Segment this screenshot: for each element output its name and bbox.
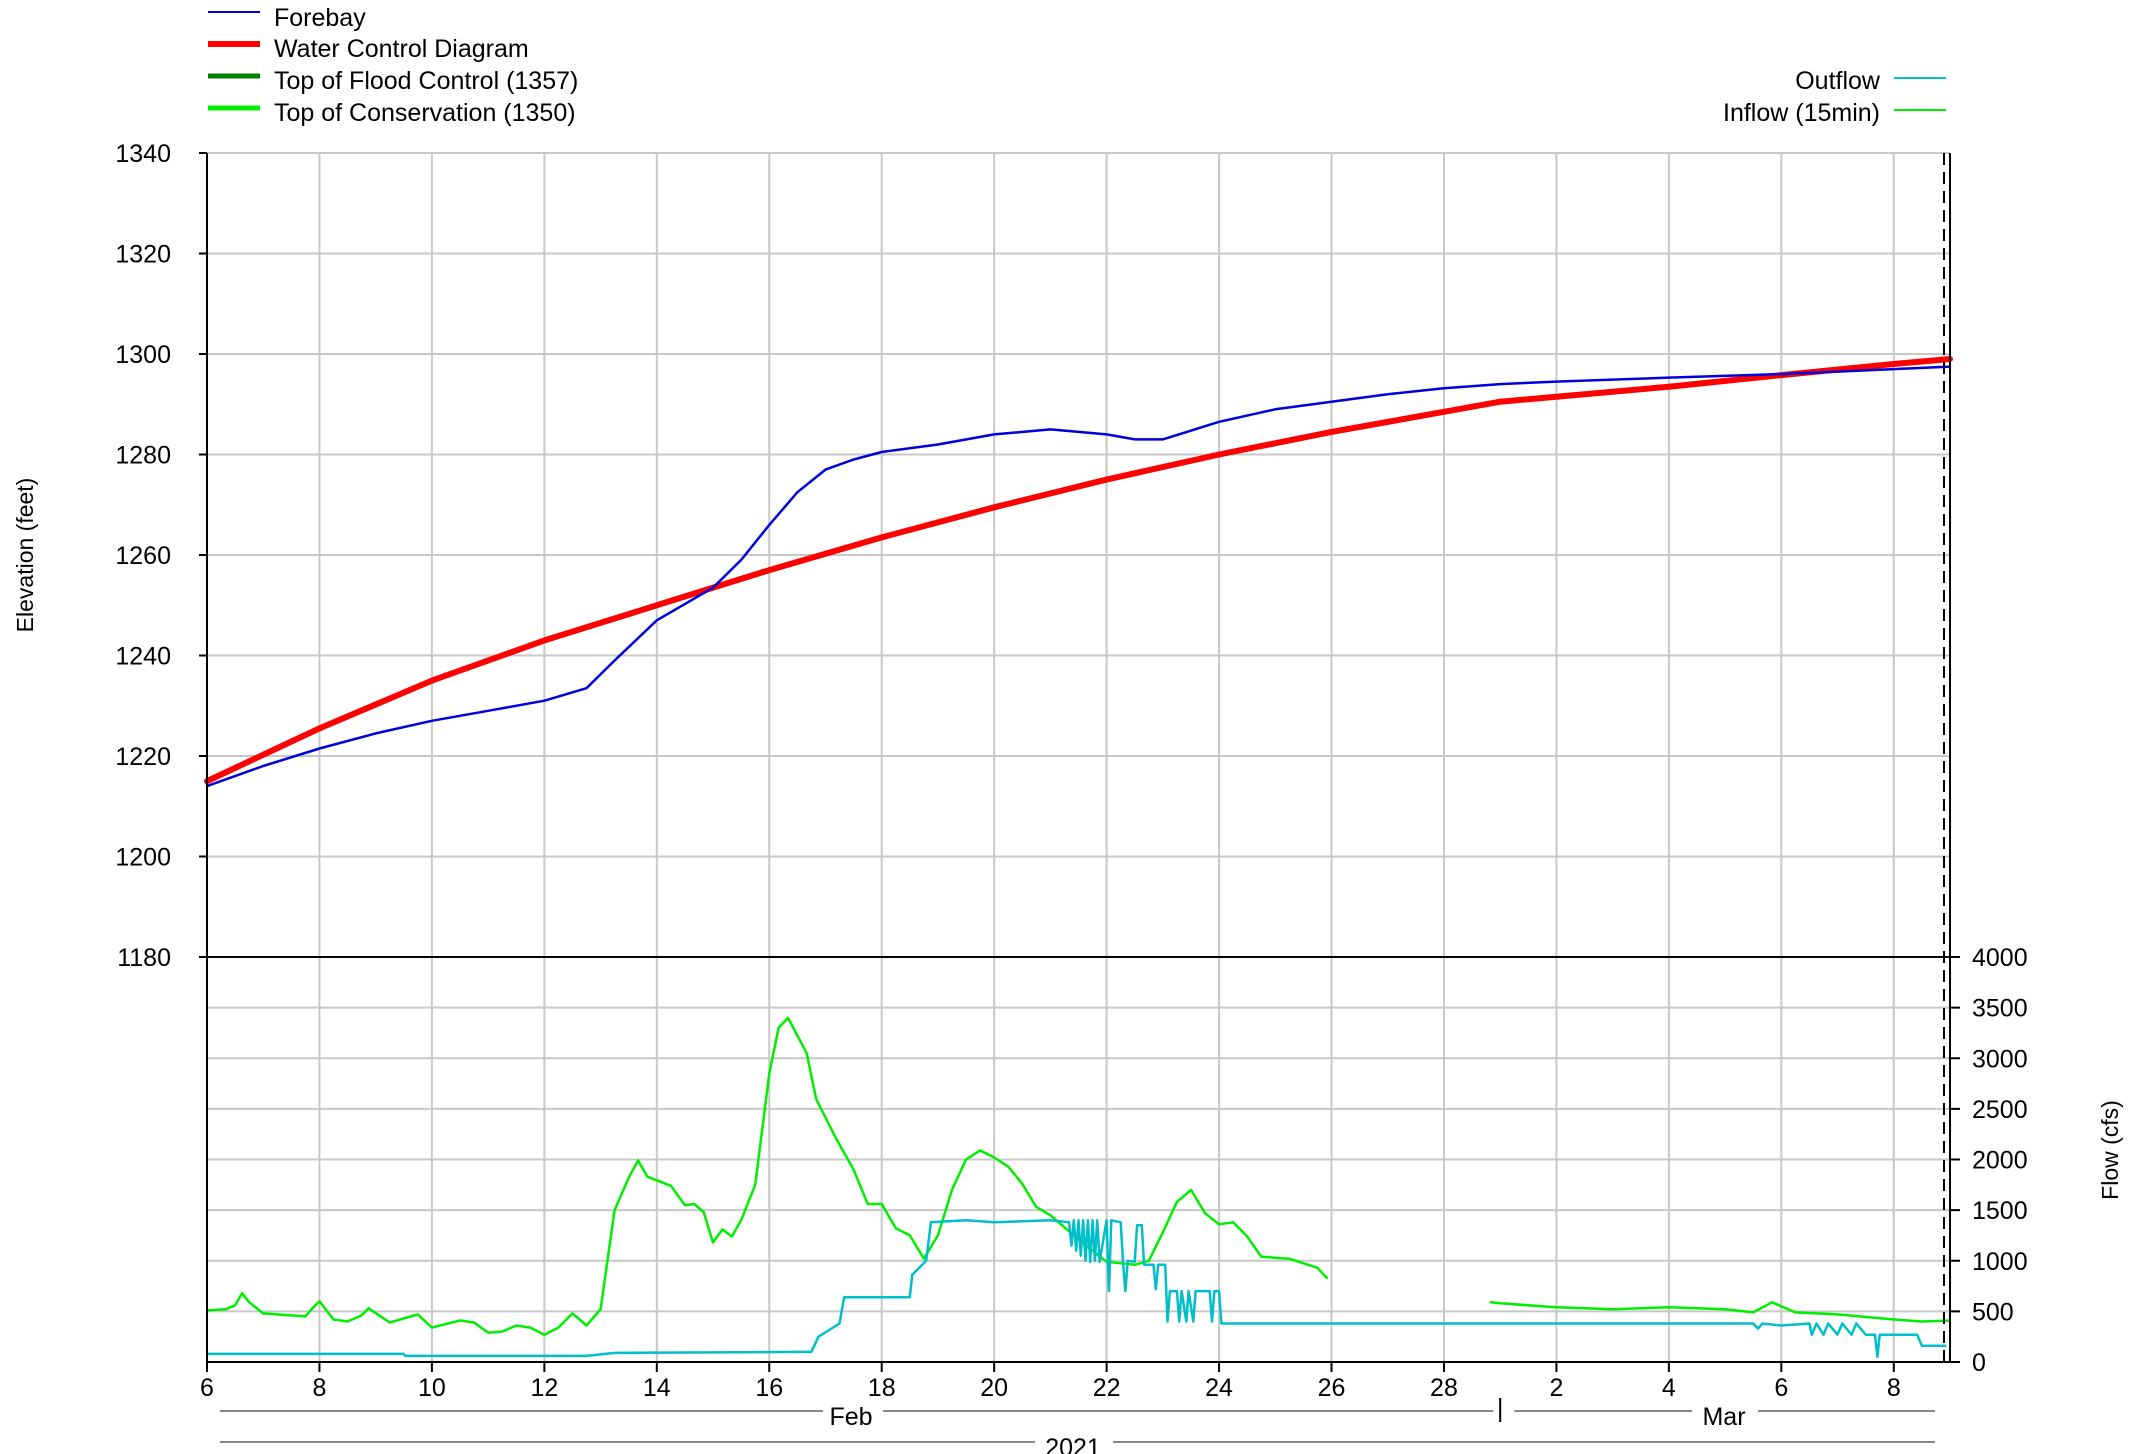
elev-tick-label-8: 1340 — [115, 140, 171, 168]
flow-tick-label-6: 3000 — [1972, 1045, 2028, 1073]
x-tick-label-15: 8 — [1887, 1374, 1901, 1402]
elev-tick-label-4: 1260 — [115, 542, 171, 570]
legend-label-water-control: Water Control Diagram — [274, 35, 529, 63]
elev-tick-label-3: 1240 — [115, 643, 171, 671]
elev-tick-label-5: 1280 — [115, 442, 171, 470]
series-outflow — [205, 1219, 1947, 1359]
x-tick-label-13: 4 — [1662, 1374, 1676, 1402]
plot-frames — [199, 152, 1960, 1443]
legend-label-inflow: Inflow (15min) — [1723, 99, 1880, 127]
month-label-feb: Feb — [829, 1403, 872, 1431]
legend-right: Outflow Inflow (15min) — [1723, 67, 1946, 127]
elev-tick-label-1: 1200 — [115, 844, 171, 872]
tick-labels: 6 8 10 12 14 16 18 20 22 24 26 28 2 4 6 811801200122012… — [115, 140, 2027, 1402]
elevation-axis-title: Elevation (feet) — [12, 478, 38, 633]
month-label-mar: Mar — [1702, 1403, 1745, 1431]
x-tick-label-6: 18 — [868, 1374, 896, 1402]
legend-left: Forebay Water Control Diagram Top of Flo… — [208, 4, 578, 127]
legend-label-forebay: Forebay — [274, 4, 366, 32]
x-tick-label-1: 8 — [312, 1374, 326, 1402]
x-tick-label-8: 22 — [1093, 1374, 1121, 1402]
flow-axis-title: Flow (cfs) — [2097, 1100, 2123, 1200]
grid-lines — [206, 152, 1950, 1362]
legend-label-flood-control: Top of Flood Control (1357) — [274, 67, 578, 95]
x-tick-label-7: 20 — [980, 1374, 1008, 1402]
year-label: 2021 — [1045, 1434, 1101, 1454]
flow-tick-label-5: 2500 — [1972, 1096, 2028, 1124]
time-axis-labels: Feb Mar 2021 — [829, 1403, 1745, 1454]
flow-tick-label-2: 1000 — [1972, 1248, 2028, 1276]
series-forebay — [205, 365, 1952, 788]
legend-label-outflow: Outflow — [1795, 67, 1881, 95]
flow-tick-label-1: 500 — [1972, 1298, 2014, 1326]
elev-tick-label-2: 1220 — [115, 743, 171, 771]
flow-tick-label-0: 0 — [1972, 1349, 1986, 1377]
flow-tick-label-8: 4000 — [1972, 944, 2028, 972]
x-tick-label-4: 14 — [643, 1374, 671, 1402]
x-tick-label-5: 16 — [755, 1374, 783, 1402]
series-inflow — [205, 1016, 1952, 1336]
flow-tick-label-4: 2000 — [1972, 1147, 2028, 1175]
flow-tick-label-7: 3500 — [1972, 995, 2028, 1023]
series-water-control-diagram — [204, 356, 1953, 785]
x-tick-label-14: 6 — [1774, 1374, 1788, 1402]
x-tick-label-12: 2 — [1549, 1374, 1563, 1402]
flow-tick-label-3: 1500 — [1972, 1197, 2028, 1225]
elev-tick-label-0: 1180 — [117, 944, 171, 972]
x-tick-label-10: 26 — [1318, 1374, 1346, 1402]
legend-label-conservation: Top of Conservation (1350) — [274, 99, 576, 127]
x-tick-label-0: 6 — [200, 1374, 214, 1402]
x-tick-label-11: 28 — [1430, 1374, 1458, 1402]
x-tick-label-3: 12 — [530, 1374, 558, 1402]
elev-tick-label-6: 1300 — [115, 341, 171, 369]
x-tick-label-2: 10 — [418, 1374, 446, 1402]
elev-tick-label-7: 1320 — [115, 241, 171, 269]
x-tick-label-9: 24 — [1205, 1374, 1233, 1402]
series-lines — [204, 356, 1953, 1359]
